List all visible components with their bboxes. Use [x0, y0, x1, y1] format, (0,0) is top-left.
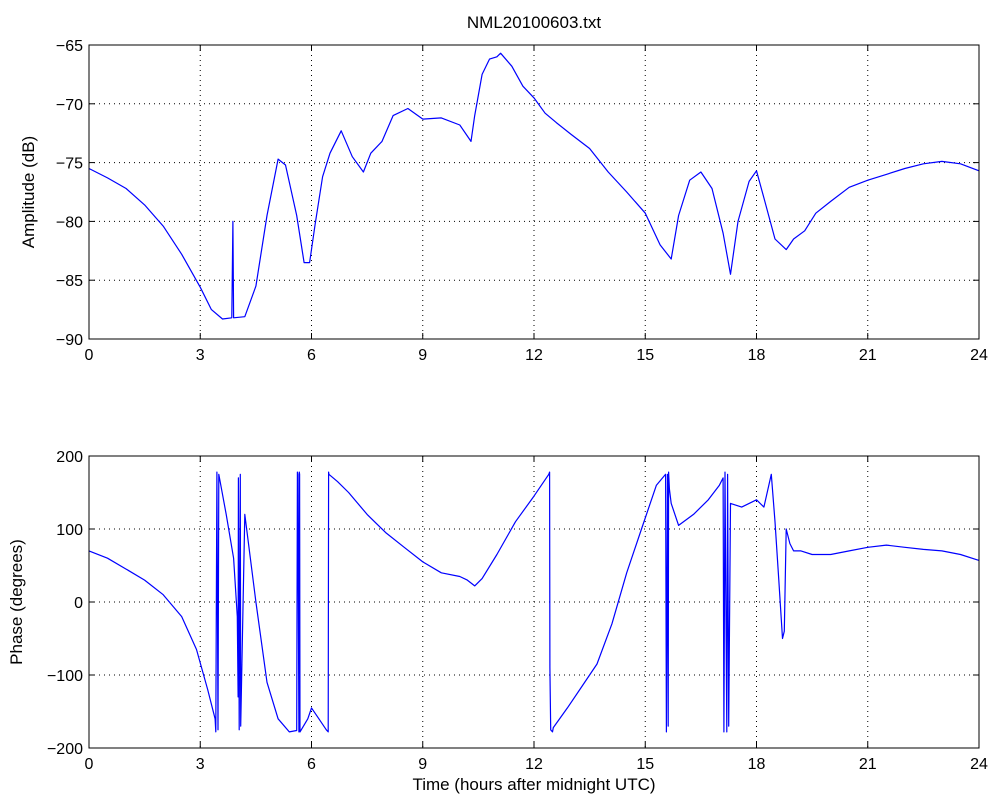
- phase-x-axis-label: Time (hours after midnight UTC): [412, 775, 655, 794]
- phase-x-tick-label: 15: [636, 756, 654, 773]
- phase-y-tick-label: 200: [56, 449, 83, 466]
- phase-x-tick-label: 24: [970, 756, 988, 773]
- phase-series-line: [88, 471, 980, 733]
- phase-x-tick-label: 18: [748, 756, 766, 773]
- figure-title: NML20100603.txt: [467, 13, 601, 32]
- phase-grid: [89, 456, 979, 748]
- amplitude-ticks: 0 3 6 9 12 15 18 21 24 −90 −85 −80 −75 −70 −65: [56, 38, 988, 364]
- phase-series: [88, 471, 980, 733]
- amplitude-x-tick-label: 24: [970, 347, 988, 364]
- amplitude-y-tick-label: −80: [56, 214, 83, 231]
- phase-x-tick-label: 3: [196, 756, 205, 773]
- phase-y-tick-label: −100: [47, 668, 83, 685]
- amplitude-series: [88, 52, 980, 320]
- amplitude-y-tick-label: −85: [56, 273, 83, 290]
- amplitude-y-tick-label: −75: [56, 156, 83, 173]
- phase-y-tick-label: 100: [56, 522, 83, 539]
- amplitude-x-tick-label: 9: [418, 347, 427, 364]
- phase-axes: 0 3 6 9 12 15 18 21 24 −200 −100 0 100 200 Phase (deg…: [7, 449, 988, 794]
- phase-ticks: 0 3 6 9 12 15 18 21 24 −200 −100 0 100 200: [47, 449, 988, 773]
- amplitude-series-line: [88, 52, 980, 320]
- amplitude-x-tick-label: 3: [196, 347, 205, 364]
- phase-y-tick-label: 0: [74, 595, 83, 612]
- phase-y-axis-label: Phase (degrees): [7, 539, 26, 665]
- phase-x-tick-label: 21: [859, 756, 877, 773]
- amplitude-x-tick-label: 12: [525, 347, 543, 364]
- amplitude-x-tick-label: 21: [859, 347, 877, 364]
- amplitude-x-tick-label: 0: [85, 347, 94, 364]
- phase-x-tick-label: 9: [418, 756, 427, 773]
- amplitude-y-tick-label: −65: [56, 38, 83, 55]
- phase-x-tick-label: 12: [525, 756, 543, 773]
- amplitude-x-tick-label: 6: [307, 347, 316, 364]
- amplitude-axes: 0 3 6 9 12 15 18 21 24 −90 −85 −80 −75 −70 −65 Amplitu…: [19, 38, 988, 364]
- amplitude-grid: [89, 45, 979, 339]
- phase-x-tick-label: 6: [307, 756, 316, 773]
- amplitude-x-tick-label: 15: [636, 347, 654, 364]
- amplitude-y-axis-label: Amplitude (dB): [19, 136, 38, 248]
- amplitude-y-tick-label: −90: [56, 332, 83, 349]
- phase-x-tick-label: 0: [85, 756, 94, 773]
- phase-y-tick-label: −200: [47, 741, 83, 758]
- amplitude-y-tick-label: −70: [56, 97, 83, 114]
- amplitude-x-tick-label: 18: [748, 347, 766, 364]
